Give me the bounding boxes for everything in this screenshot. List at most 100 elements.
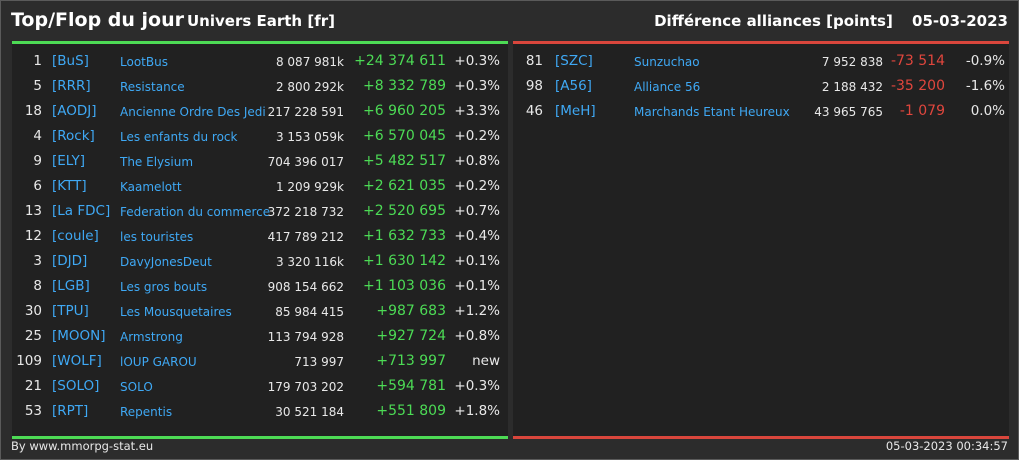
footer-timestamp: 05-03-2023 00:34:57 (885, 439, 1008, 453)
alliance-rank: 53 (24, 403, 42, 419)
alliance-row: 21 [SOLO] SOLO 179 703 202 +594 781 +0.3% (12, 374, 508, 399)
points-difference: +2 520 695 (363, 203, 446, 219)
alliance-rank: 25 (24, 328, 42, 344)
alliance-rank: 18 (24, 103, 42, 119)
points-difference: +1 103 036 (363, 278, 446, 294)
alliance-row: 4 [Rock] Les enfants du rock 3 153 059k +6 5… (12, 124, 508, 149)
percent-change: new (472, 353, 500, 369)
alliance-name-link[interactable]: Les gros bouts (120, 280, 208, 294)
alliance-rank: 46 (525, 103, 543, 119)
alliance-name-link[interactable]: lOUP GAROU (120, 355, 197, 369)
percent-change: -1.6% (965, 78, 1005, 94)
page-title: Top/Flop du jour (11, 9, 184, 31)
alliance-points: 908 154 662 (267, 280, 344, 294)
alliance-tag-link[interactable]: [BuS] (52, 53, 89, 69)
alliance-name-link[interactable]: Armstrong (120, 330, 183, 344)
alliance-tag-link[interactable]: [Rock] (52, 128, 95, 144)
alliance-name-link[interactable]: The Elysium (120, 155, 194, 169)
alliance-tag-link[interactable]: [DJD] (52, 253, 88, 269)
alliance-rank: 109 (16, 353, 42, 369)
alliance-points: 372 218 732 (267, 205, 344, 219)
alliance-tag-link[interactable]: [La FDC] (52, 203, 111, 219)
alliance-tag-link[interactable]: [ELY] (52, 153, 86, 169)
alliance-points: 30 521 184 (275, 405, 344, 419)
alliance-points: 1 209 929k (275, 180, 344, 194)
alliance-row: 13 [La FDC] Federation du commerce 372 218 … (12, 199, 508, 224)
percent-change: +0.3% (454, 78, 500, 94)
alliance-name-link[interactable]: Les Mousquetaires (120, 305, 232, 319)
points-difference: +594 781 (376, 378, 446, 394)
alliance-name-link[interactable]: Sunzuchao (634, 55, 700, 69)
points-difference: -1 079 (899, 103, 945, 119)
alliance-points: 704 396 017 (267, 155, 344, 169)
alliance-rank: 1 (33, 53, 42, 69)
points-difference: +2 621 035 (363, 178, 446, 194)
alliance-tag-link[interactable]: [LGB] (52, 278, 90, 294)
universe-label: Univers Earth [fr] (187, 12, 335, 30)
percent-change: +0.2% (454, 128, 500, 144)
alliance-tag-link[interactable]: [WOLF] (52, 353, 102, 369)
alliance-name-link[interactable]: Les enfants du rock (120, 130, 238, 144)
alliance-name-link[interactable]: SOLO (120, 380, 153, 394)
alliance-row: 9 [ELY] The Elysium 704 396 017 +5 482 517 +0… (12, 149, 508, 174)
percent-change: +0.8% (454, 153, 500, 169)
points-difference: +6 570 045 (363, 128, 446, 144)
points-difference: +8 332 789 (363, 78, 446, 94)
alliance-tag-link[interactable]: [KTT] (52, 178, 87, 194)
alliance-name-link[interactable]: Resistance (120, 80, 185, 94)
alliance-tag-link[interactable]: [A56] (555, 78, 592, 94)
points-difference: +987 683 (376, 303, 446, 319)
alliance-tag-link[interactable]: [RRR] (52, 78, 91, 94)
alliance-row: 18 [AODJ] Ancienne Ordre Des Jedi 217 228 5… (12, 99, 508, 124)
alliance-name-link[interactable]: les touristes (120, 230, 194, 244)
points-difference: +5 482 517 (363, 153, 446, 169)
alliance-name-link[interactable]: Ancienne Ordre Des Jedi (120, 105, 266, 119)
alliance-rank: 9 (33, 153, 42, 169)
alliance-tag-link[interactable]: [coule] (52, 228, 99, 244)
alliance-rank: 6 (33, 178, 42, 194)
alliance-name-link[interactable]: Marchands Etant Heureux (634, 105, 790, 119)
points-difference: +24 374 611 (354, 53, 446, 69)
alliance-rank: 30 (24, 303, 42, 319)
alliance-row: 5 [RRR] Resistance 2 800 292k +8 332 789 +0.3… (12, 74, 508, 99)
alliance-row: 25 [MOON] Armstrong 113 794 928 +927 724 +0.8… (12, 324, 508, 349)
alliance-rank: 98 (525, 78, 543, 94)
alliance-tag-link[interactable]: [RPT] (52, 403, 89, 419)
alliance-name-link[interactable]: Repentis (120, 405, 173, 419)
percent-change: +3.3% (454, 103, 500, 119)
alliance-name-link[interactable]: LootBus (120, 55, 168, 69)
percent-change: +1.2% (454, 303, 500, 319)
percent-change: +0.4% (454, 228, 500, 244)
alliance-rank: 8 (33, 278, 42, 294)
alliance-points: 113 794 928 (267, 330, 344, 344)
alliance-tag-link[interactable]: [MOON] (52, 328, 106, 344)
alliance-tag-link[interactable]: [SOLO] (52, 378, 100, 394)
alliance-row: 6 [KTT] Kaamelott 1 209 929k +2 621 035 +0.2% (12, 174, 508, 199)
alliance-name-link[interactable]: DavyJonesDeut (120, 255, 212, 269)
alliance-name-link[interactable]: Alliance 56 (634, 80, 701, 94)
alliance-row: 53 [RPT] Repentis 30 521 184 +551 809 +1.8% (12, 399, 508, 424)
alliance-row: 12 [coule] les touristes 417 789 212 +1 632 … (12, 224, 508, 249)
alliance-name-link[interactable]: Federation du commerce (120, 205, 271, 219)
percent-change: +0.1% (454, 253, 500, 269)
alliance-rank: 4 (33, 128, 42, 144)
alliance-tag-link[interactable]: [TPU] (52, 303, 89, 319)
alliance-tag-link[interactable]: [MeH] (555, 103, 596, 119)
alliance-row: 46 [MeH] Marchands Etant Heureux 43 965 765… (513, 99, 1009, 124)
header: Top/Flop du jour Univers Earth [fr] Diff… (1, 1, 1018, 41)
alliance-points: 8 087 981k (275, 55, 344, 69)
alliance-points: 713 997 (294, 355, 344, 369)
alliance-tag-link[interactable]: [AODJ] (52, 103, 97, 119)
alliance-row: 98 [A56] Alliance 56 2 188 432 -35 200 -1.6% (513, 74, 1009, 99)
alliance-name-link[interactable]: Kaamelott (120, 180, 182, 194)
alliance-row: 30 [TPU] Les Mousquetaires 85 984 415 +987 6… (12, 299, 508, 324)
alliance-tag-link[interactable]: [SZC] (555, 53, 593, 69)
points-difference: +6 960 205 (363, 103, 446, 119)
section-title: Différence alliances [points] (654, 12, 893, 30)
percent-change: +0.3% (454, 53, 500, 69)
alliance-rank: 5 (33, 78, 42, 94)
alliance-row: 8 [LGB] Les gros bouts 908 154 662 +1 103 03… (12, 274, 508, 299)
site-credit: By www.mmorpg-stat.eu (11, 439, 154, 453)
points-difference: +1 632 733 (363, 228, 446, 244)
